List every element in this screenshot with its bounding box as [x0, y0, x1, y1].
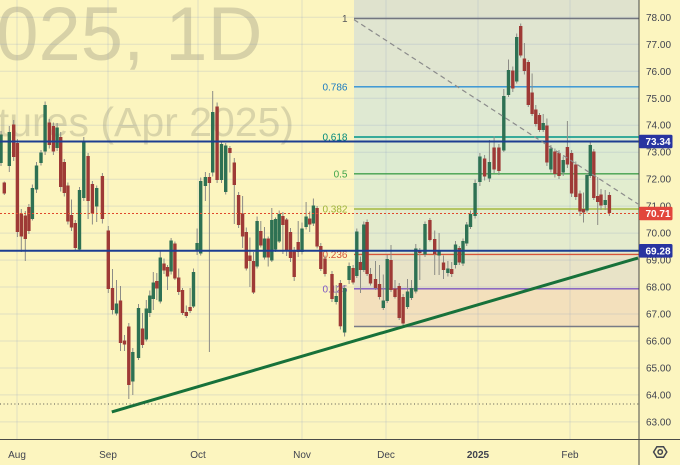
svg-text:66.00: 66.00: [646, 337, 671, 348]
svg-text:68.00: 68.00: [646, 283, 671, 294]
svg-text:Nov: Nov: [293, 450, 311, 461]
svg-text:63.00: 63.00: [646, 417, 671, 428]
svg-text:78.00: 78.00: [646, 13, 671, 24]
svg-text:Oct: Oct: [190, 450, 206, 461]
svg-text:73.34: 73.34: [646, 137, 671, 148]
svg-text:74.00: 74.00: [646, 121, 671, 132]
svg-text:72.00: 72.00: [646, 175, 671, 186]
svg-text:2025: 2025: [467, 450, 490, 461]
svg-text:75.00: 75.00: [646, 94, 671, 105]
svg-text:Dec: Dec: [377, 450, 395, 461]
svg-text:Aug: Aug: [8, 450, 26, 461]
svg-text:65.00: 65.00: [646, 364, 671, 375]
svg-text:69.28: 69.28: [646, 246, 671, 257]
svg-text:70.00: 70.00: [646, 229, 671, 240]
svg-text:64.00: 64.00: [646, 390, 671, 401]
svg-text:0.5: 0.5: [334, 169, 348, 180]
svg-text:76.00: 76.00: [646, 67, 671, 78]
svg-text:0.236: 0.236: [322, 250, 347, 261]
svg-text:77.00: 77.00: [646, 40, 671, 51]
svg-text:2025, 1D: 2025, 1D: [0, 0, 262, 77]
svg-text:69.00: 69.00: [646, 256, 671, 267]
svg-text:0.618: 0.618: [322, 133, 347, 144]
svg-text:0.382: 0.382: [322, 205, 347, 216]
svg-text:0.786: 0.786: [322, 82, 347, 93]
svg-text:73.00: 73.00: [646, 148, 671, 159]
svg-text:Sep: Sep: [99, 450, 117, 461]
svg-text:1: 1: [342, 14, 348, 25]
svg-text:Feb: Feb: [561, 450, 579, 461]
svg-text:0.125: 0.125: [322, 284, 347, 295]
svg-text:70.71: 70.71: [646, 209, 671, 220]
svg-text:67.00: 67.00: [646, 310, 671, 321]
